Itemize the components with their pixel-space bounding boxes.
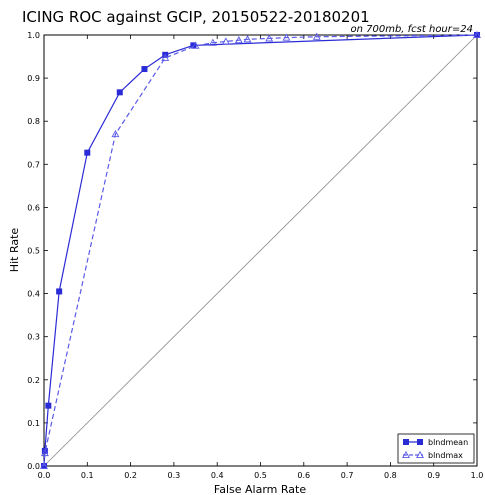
tick-group: 0.0 0.1 0.2 0.3 0.4 0.5 0.6 0.7 0.8 0.9 1.0 0.0 0.1 0… <box>27 31 483 480</box>
y-tick-label: 0.5 <box>27 247 40 256</box>
x-tick-label: 0.6 <box>297 471 310 480</box>
data-point-blndmax <box>265 34 274 42</box>
data-point-blndmean <box>45 402 52 409</box>
legend-marker-blndmean <box>403 439 409 445</box>
series-line-blndmean <box>43 34 478 467</box>
legend-label-blndmax: blndmax <box>428 451 463 460</box>
data-point-blndmean <box>56 288 63 295</box>
data-point-blndmax <box>243 35 252 43</box>
y-tick-label: 1.0 <box>27 31 40 40</box>
data-point-blndmax <box>221 37 230 45</box>
x-tick-label: 1.0 <box>471 471 484 480</box>
x-tick-label: 0.9 <box>427 471 440 480</box>
data-point-blndmax <box>312 32 321 40</box>
legend-label-blndmean: blndmean <box>428 438 468 447</box>
x-tick-label: 0.5 <box>254 471 267 480</box>
series-group <box>40 30 481 470</box>
y-tick-label: 0.8 <box>27 117 40 126</box>
reference-line-group <box>43 34 478 467</box>
y-axis-label: Hit Rate <box>8 228 21 273</box>
data-point-blndmean <box>190 42 197 49</box>
data-point-blndmean <box>116 89 123 96</box>
data-point-blndmax <box>473 30 481 39</box>
legend-marker-blndmean <box>417 439 423 445</box>
data-point-blndmean <box>141 66 148 73</box>
legend-items: blndmean blndmax <box>402 438 468 460</box>
x-tick-label: 0.0 <box>38 471 51 480</box>
series-line-blndmax <box>43 34 478 467</box>
x-tick-label: 0.2 <box>124 471 137 480</box>
data-point-blndmax <box>282 33 291 41</box>
data-point-blndmean <box>84 149 91 156</box>
x-tick-label: 0.3 <box>168 471 181 480</box>
y-tick-label: 0.3 <box>27 333 40 342</box>
chart-subtitle: on 700mb, fcst hour=24 <box>350 24 473 35</box>
reference-diagonal <box>43 34 478 467</box>
legend-marker-blndmax <box>416 450 424 459</box>
y-tick-label: 0.9 <box>27 74 40 83</box>
x-axis-label: False Alarm Rate <box>214 483 306 495</box>
x-tick-label: 0.8 <box>384 471 397 480</box>
data-point-blndmax <box>40 448 49 457</box>
chart-title: ICING ROC against GCIP, 20150522-2018020… <box>22 8 370 26</box>
data-point-blndmax <box>111 130 120 138</box>
y-tick-label: 0.4 <box>27 290 40 299</box>
legend-box <box>397 433 475 464</box>
data-point-blndmax <box>208 38 217 46</box>
x-tick-label: 0.1 <box>81 471 94 480</box>
series-blndmax <box>40 30 481 470</box>
y-tick-label: 0.1 <box>27 419 40 428</box>
data-point-blndmax <box>161 53 170 61</box>
x-tick-label: 0.4 <box>211 471 224 480</box>
data-point-blndmax <box>191 41 200 49</box>
y-tick-label: 0.2 <box>27 376 40 385</box>
y-tick-label: 0.7 <box>27 160 40 169</box>
legend: blndmean blndmax <box>397 433 475 464</box>
y-tick-label: 0.0 <box>27 462 40 471</box>
x-tick-label: 0.7 <box>341 471 354 480</box>
legend-marker-blndmax <box>402 450 410 459</box>
data-point-blndmax <box>234 36 243 44</box>
data-point-blndmax <box>40 461 48 470</box>
y-tick-label: 0.6 <box>27 203 40 212</box>
